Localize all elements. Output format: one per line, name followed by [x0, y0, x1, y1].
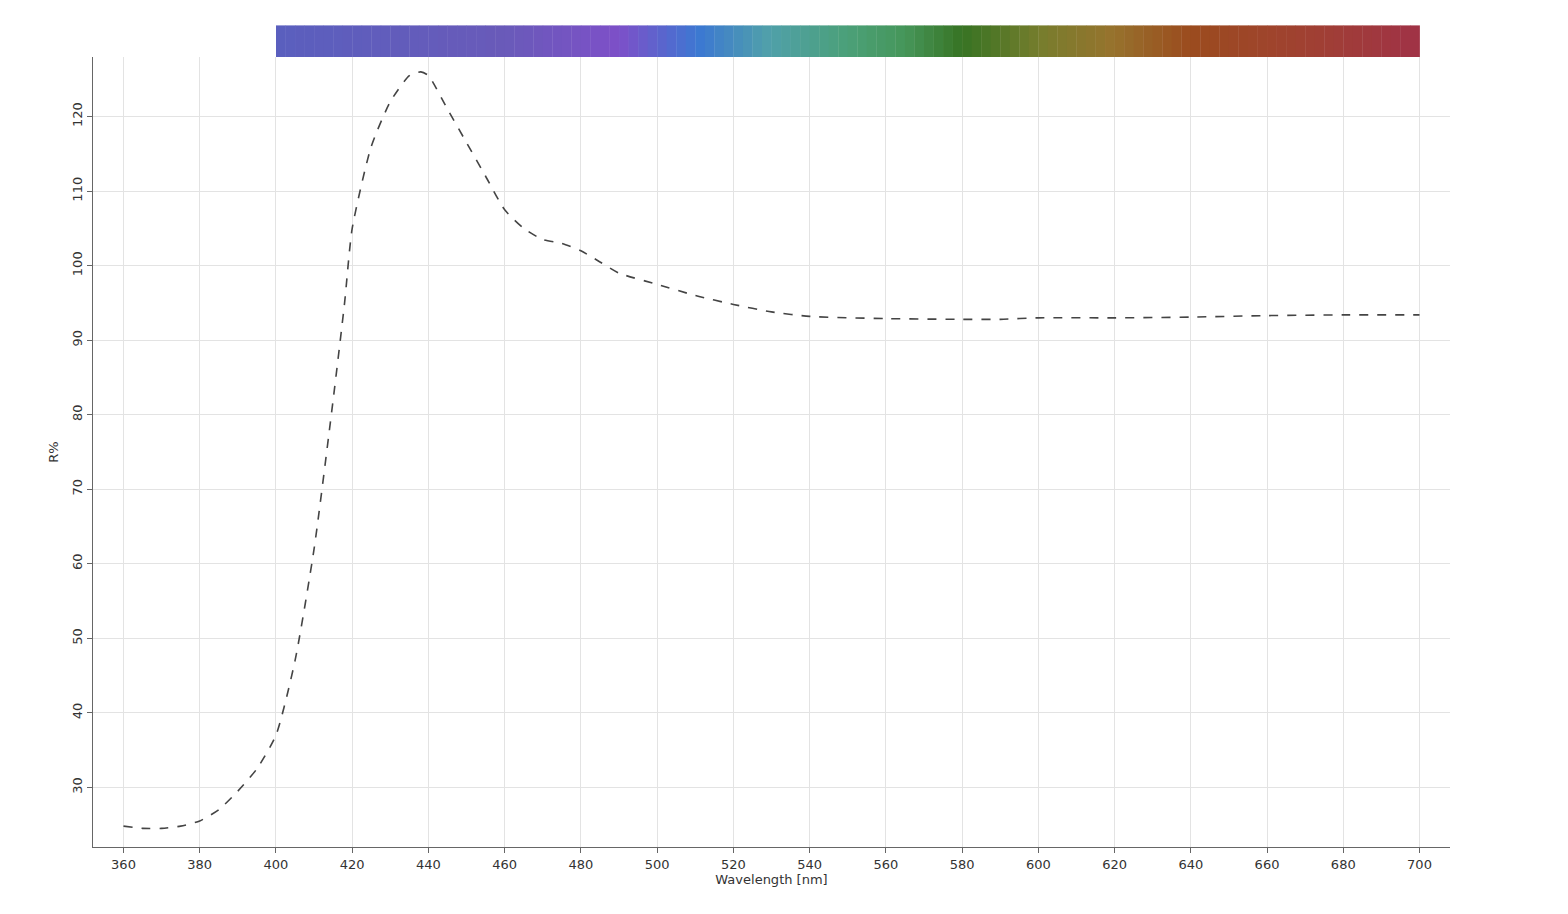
svg-text:50: 50 — [70, 628, 85, 645]
svg-text:680: 680 — [1331, 857, 1356, 872]
svg-text:90: 90 — [70, 330, 85, 347]
svg-text:500: 500 — [645, 857, 670, 872]
svg-text:660: 660 — [1255, 857, 1280, 872]
svg-text:30: 30 — [70, 777, 85, 794]
svg-text:360: 360 — [111, 857, 136, 872]
svg-text:R%: R% — [46, 441, 61, 462]
svg-text:400: 400 — [264, 857, 289, 872]
svg-text:460: 460 — [492, 857, 517, 872]
svg-text:120: 120 — [70, 102, 85, 127]
svg-text:420: 420 — [340, 857, 365, 872]
svg-text:600: 600 — [1026, 857, 1051, 872]
svg-text:Wavelength [nm]: Wavelength [nm] — [715, 872, 827, 887]
svg-text:40: 40 — [70, 703, 85, 720]
svg-text:380: 380 — [187, 857, 212, 872]
svg-text:620: 620 — [1102, 857, 1127, 872]
svg-text:580: 580 — [950, 857, 975, 872]
svg-text:60: 60 — [70, 554, 85, 571]
svg-text:70: 70 — [70, 479, 85, 496]
svg-text:520: 520 — [721, 857, 746, 872]
svg-text:700: 700 — [1407, 857, 1432, 872]
svg-text:100: 100 — [70, 251, 85, 276]
svg-text:540: 540 — [797, 857, 822, 872]
svg-text:640: 640 — [1178, 857, 1203, 872]
svg-text:440: 440 — [416, 857, 441, 872]
svg-text:480: 480 — [568, 857, 593, 872]
svg-text:560: 560 — [873, 857, 898, 872]
svg-text:80: 80 — [70, 405, 85, 422]
svg-text:110: 110 — [70, 177, 85, 202]
